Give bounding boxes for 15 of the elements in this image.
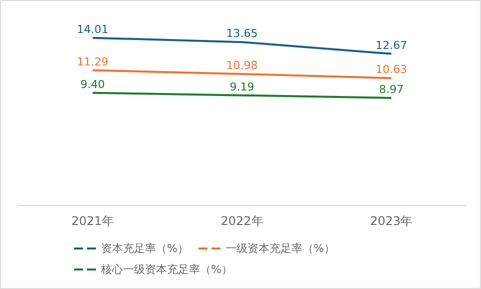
legend-label: 资本充足率（%） (101, 242, 188, 255)
x-tick-label: 2022年 (220, 214, 264, 228)
legend-label: 核心一级资本充足率（%） (100, 263, 232, 276)
x-tick-label: 2023年 (370, 214, 413, 228)
data-label: 13.65 (226, 27, 258, 40)
data-label: 8.97 (379, 82, 404, 96)
data-label: 12.67 (376, 38, 408, 52)
legend-label: 一级资本充足率（%） (225, 242, 335, 255)
data-label: 11.29 (76, 55, 108, 68)
data-label: 14.01 (76, 22, 108, 36)
data-label: 10.98 (226, 58, 258, 72)
data-label: 9.40 (80, 78, 105, 91)
x-tick-label: 2021年 (71, 214, 114, 228)
data-label: 10.63 (376, 63, 408, 76)
data-label: 9.19 (230, 80, 254, 94)
